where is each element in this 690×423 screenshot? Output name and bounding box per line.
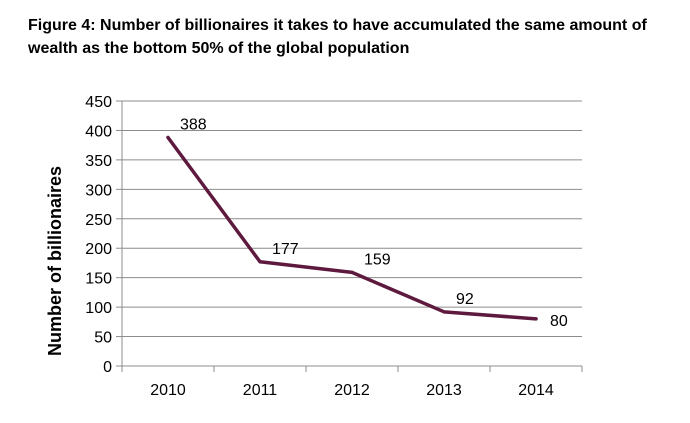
data-point [258,260,262,264]
gridlines [122,100,582,338]
x-tick-label: 2011 [243,382,278,399]
data-label: 92 [456,291,474,308]
series-line [166,135,538,321]
y-tick-label: 300 [85,182,112,199]
y-tick-label: 350 [85,153,112,170]
y-tick-labels: 0 50 100 150 200 250 300 350 400 450 [85,94,112,376]
data-label: 159 [364,251,391,268]
y-tick-label: 450 [85,94,112,111]
x-tick-label: 2012 [334,382,370,399]
data-label: 80 [550,313,568,330]
y-tick-label: 250 [85,212,112,229]
series-group [166,135,538,321]
data-point [350,270,354,274]
x-tick-labels: 2010 2011 2012 2013 2014 [150,382,554,399]
data-point [534,317,538,321]
y-tick-label: 0 [103,359,112,376]
x-tick-label: 2014 [518,382,554,399]
y-tick-label: 50 [94,330,112,347]
y-tick-label: 400 [85,123,112,140]
axes [116,100,583,372]
data-point [442,310,446,314]
x-tick-label: 2010 [150,382,186,399]
data-point [166,135,170,140]
data-label: 388 [180,117,207,134]
y-tick-label: 150 [85,271,112,288]
y-tick-label: 200 [85,241,112,258]
x-tick-label: 2013 [426,382,462,399]
y-axis-label: Number of billionaires [45,166,65,356]
data-labels: 388 177 159 92 80 [180,117,568,330]
y-tick-label: 100 [85,300,112,317]
figure-title: Figure 4: Number of billionaires it take… [28,17,647,57]
data-label: 177 [272,241,299,258]
